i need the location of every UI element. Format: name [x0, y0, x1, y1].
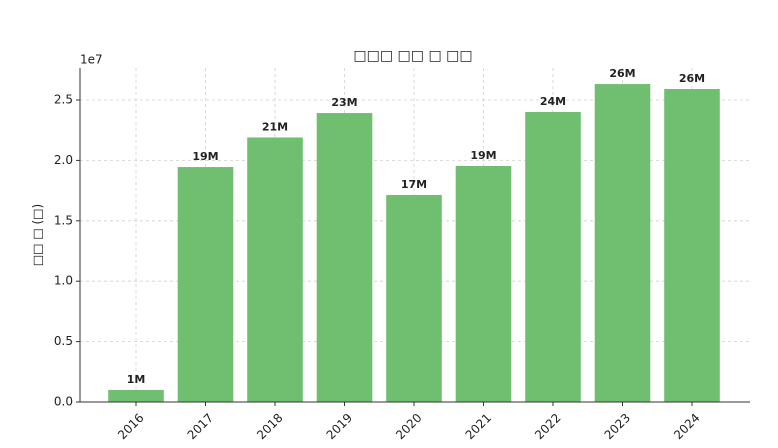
bar	[386, 194, 442, 402]
bar	[108, 389, 164, 402]
value-label: 26M	[679, 72, 705, 85]
bar	[316, 113, 373, 403]
value-label: 21M	[262, 120, 288, 133]
x-tick-label: 2022	[532, 411, 563, 442]
y-axis-label: □□ □ (□)	[31, 204, 45, 266]
bar	[594, 84, 651, 402]
bar	[664, 89, 720, 403]
value-label: 24M	[540, 95, 566, 108]
bar	[525, 111, 581, 403]
y-tick-label: 1.5	[54, 213, 73, 227]
value-label: 23M	[331, 96, 357, 109]
x-tick-label: 2020	[393, 411, 424, 442]
y-offset-label: 1e7	[80, 53, 103, 67]
x-tick-label: 2017	[185, 411, 216, 442]
x-tick-label: 2023	[602, 411, 633, 442]
value-label: 19M	[192, 150, 218, 163]
value-label: 26M	[609, 67, 635, 80]
value-label: 1M	[127, 373, 146, 386]
x-tick-label: 2024	[671, 411, 702, 442]
y-tick-label: 2.5	[54, 93, 73, 107]
bar	[455, 165, 512, 402]
x-tick-label: 2021	[463, 411, 494, 442]
y-tick-label: 2.0	[54, 153, 73, 167]
x-tick-label: 2018	[254, 411, 285, 442]
value-label: 19M	[470, 149, 496, 162]
bar	[247, 137, 303, 402]
y-tick-label: 0.0	[54, 395, 73, 409]
y-tick-label: 0.5	[54, 334, 73, 348]
x-tick-label: 2016	[115, 411, 146, 442]
y-tick-label: 1.0	[54, 274, 73, 288]
bar	[177, 167, 234, 402]
chart-title: □□□ □□ □ □□	[353, 48, 472, 64]
x-tick-label: 2019	[324, 411, 355, 442]
value-label: 17M	[401, 178, 427, 191]
